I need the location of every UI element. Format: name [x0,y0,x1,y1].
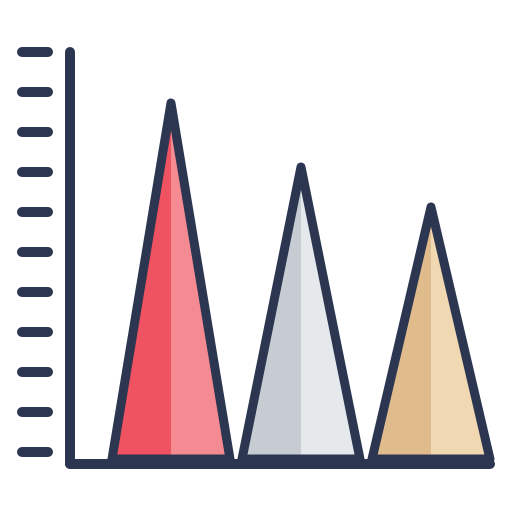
y-axis-ticks [22,52,48,452]
cone-chart [0,0,512,512]
